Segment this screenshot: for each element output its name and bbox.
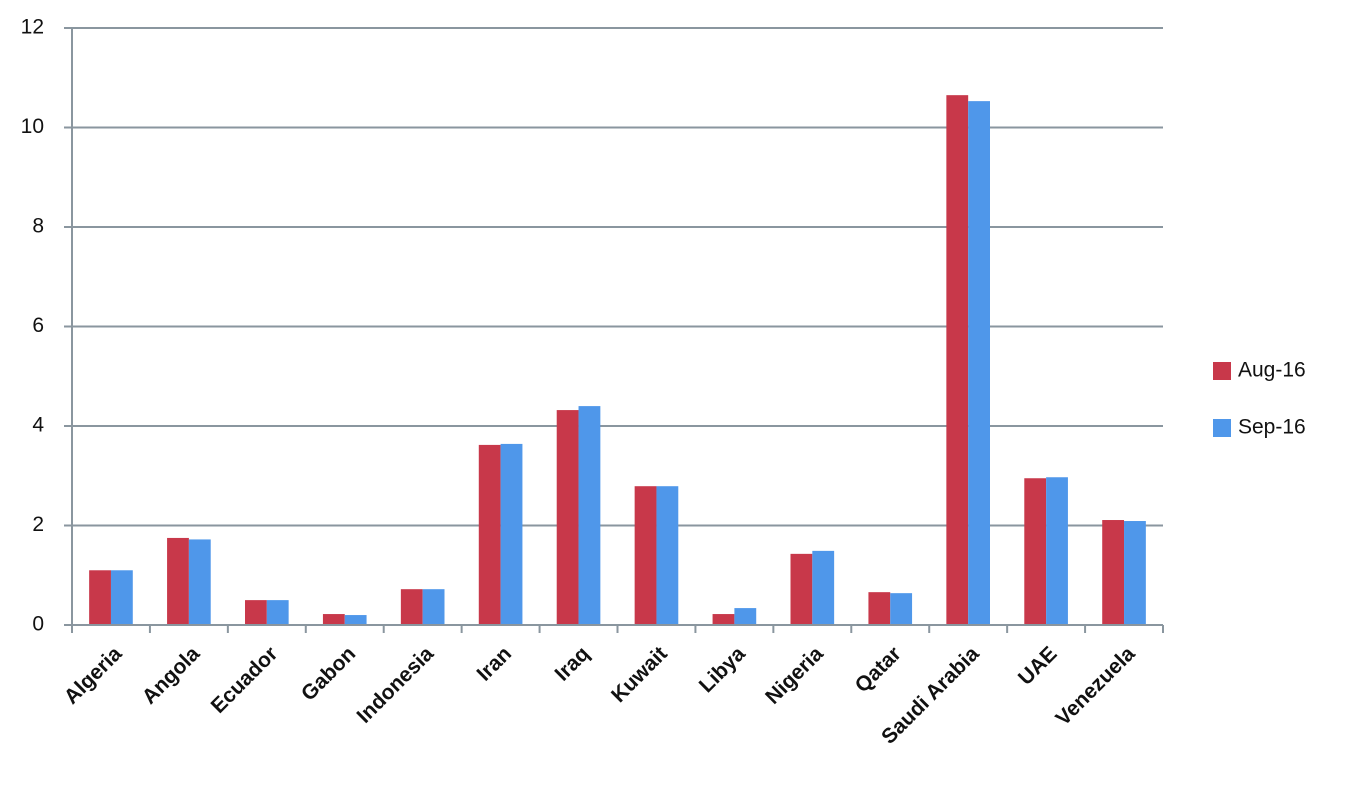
x-tick-label: Iraq <box>550 642 593 685</box>
y-tick-label: 0 <box>32 613 44 636</box>
bar <box>968 101 990 625</box>
legend-swatch <box>1213 362 1231 380</box>
x-tick-label: Nigeria <box>761 642 828 709</box>
x-tick-label: Qatar <box>851 642 906 697</box>
bar <box>89 570 111 625</box>
bar <box>634 486 657 625</box>
bar <box>712 614 735 625</box>
x-tick-label: Venezuela <box>1051 642 1139 730</box>
bar <box>188 539 211 625</box>
x-tick-label: Ecuador <box>207 642 283 718</box>
bar <box>500 443 523 625</box>
bar <box>1102 520 1125 625</box>
y-tick-label: 4 <box>32 414 44 437</box>
y-tick-label: 6 <box>32 314 44 337</box>
y-tick-label: 8 <box>32 215 44 238</box>
bar <box>344 615 367 625</box>
bar <box>478 444 501 625</box>
bar <box>578 406 601 625</box>
legend-label: Sep-16 <box>1238 416 1306 439</box>
bar <box>790 553 813 625</box>
x-tick-label: UAE <box>1014 642 1062 690</box>
bar <box>400 589 423 625</box>
x-tick-label: Gabon <box>297 642 360 705</box>
x-tick-label: Libya <box>695 642 750 697</box>
bar <box>167 537 189 625</box>
bar <box>734 608 757 625</box>
bar <box>1046 477 1068 625</box>
bar <box>946 95 969 626</box>
bar <box>812 550 835 625</box>
bar <box>656 486 679 625</box>
x-tick-label: Angola <box>138 642 205 709</box>
bar <box>245 600 267 625</box>
bar <box>556 410 579 625</box>
bar <box>266 600 289 625</box>
bar <box>1124 521 1146 625</box>
x-tick-label: Iran <box>473 642 516 685</box>
x-tick-label: Algeria <box>60 642 127 709</box>
y-tick-label: 10 <box>21 115 44 138</box>
bar <box>322 614 345 625</box>
y-tick-label: 2 <box>32 513 44 536</box>
bar <box>890 593 913 625</box>
y-tick-label: 12 <box>21 16 44 39</box>
bar <box>1024 478 1047 625</box>
bar <box>422 589 445 625</box>
legend-swatch <box>1213 419 1231 437</box>
bar <box>110 570 133 625</box>
bar <box>868 592 891 625</box>
x-tick-label: Kuwait <box>607 642 672 707</box>
x-tick-label: Indonesia <box>353 642 439 728</box>
legend-label: Aug-16 <box>1238 359 1306 382</box>
